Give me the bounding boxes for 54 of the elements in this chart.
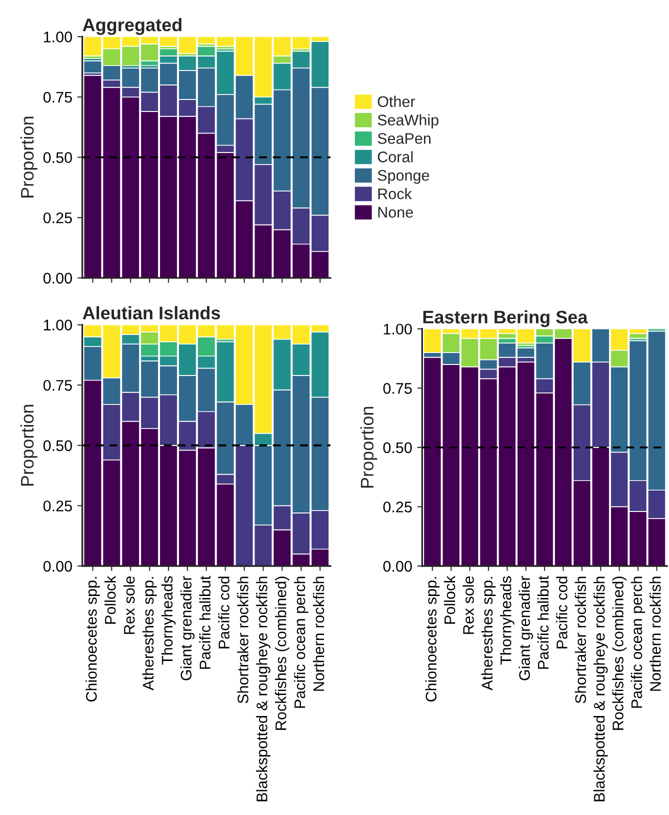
y-tick-label: 0.25 (43, 212, 72, 224)
x-tick-label: Atheresthes spp. (142, 577, 157, 690)
x-tick-label: Shortraker rockfish (574, 576, 586, 704)
y-tick-label: 0.75 (43, 92, 72, 103)
x-tick-label: Rockfishes (combined) (612, 576, 626, 730)
x-tick-label: Thornyheads (161, 576, 176, 665)
x-tick-label: Pacific halibut (537, 576, 549, 669)
x-tick-label: Pacific cod (556, 576, 568, 648)
x-tick-label: Pollock (444, 576, 456, 624)
chart-title: Aleutian Islands (82, 306, 220, 320)
legend-label: Coral (378, 151, 413, 162)
legend-label: Other (378, 96, 416, 108)
x-tick-label: Pollock (104, 576, 116, 624)
y-tick-label: 0.50 (383, 442, 412, 454)
y-axis-title: Proportion (20, 116, 38, 198)
y-tick-label: 0.50 (43, 440, 72, 452)
x-tick-label: Blackspotted & rougheye rockfish (256, 576, 270, 802)
legend-label: SeaWhip (378, 114, 438, 128)
x-tick-label: Giant grenadier (518, 576, 533, 680)
x-tick-label: Atheresthes spp. (481, 577, 496, 690)
x-tick-label: Rockfishes (combined) (275, 576, 290, 730)
x-tick-label: Pacific halibut (199, 576, 210, 669)
chart-title: Aggregated (82, 18, 182, 35)
y-tick-label: 0.00 (383, 560, 412, 572)
y-tick-label: 1.00 (44, 320, 72, 330)
legend-label: Rock (378, 188, 412, 200)
x-tick-label: Thornyheads (500, 576, 514, 665)
y-tick-label: 0.50 (43, 152, 72, 163)
y-tick-label: 0.75 (383, 383, 412, 394)
x-tick-label: Rex sole (123, 576, 135, 634)
x-tick-label: Giant grenadier (180, 576, 195, 680)
y-tick-label: 0.00 (43, 272, 72, 284)
x-tick-label: Rex sole (462, 576, 474, 634)
x-tick-label: Chionoecetes spp. (425, 577, 440, 702)
y-tick-label: 0.25 (383, 502, 412, 512)
y-tick-label: 0.25 (43, 500, 72, 512)
y-axis-title: Proportion (360, 406, 378, 488)
x-tick-label: Pacific ocean perch (294, 576, 308, 708)
x-tick-label: Pacific cod (218, 576, 230, 648)
y-axis-title: Proportion (20, 404, 38, 486)
x-tick-label: Chionoecetes spp. (86, 577, 100, 702)
x-tick-label: Blackspotted & rougheye rockfish (594, 576, 608, 802)
x-tick-label: Pacific ocean perch (630, 576, 646, 708)
x-tick-label: Shortraker rockfish (237, 576, 248, 704)
y-tick-label: 0.75 (43, 380, 72, 391)
y-tick-label: 1.00 (384, 324, 412, 335)
legend-label: None (378, 207, 413, 218)
y-tick-label: 1.00 (44, 32, 72, 42)
x-tick-label: Northern rockfish (312, 576, 324, 691)
x-tick-label: Northern rockfish (650, 576, 661, 691)
y-tick-label: 0.00 (43, 560, 72, 572)
legend-label: SeaPen (378, 133, 430, 144)
legend-label: Sponge (378, 170, 430, 184)
chart-title: Eastern Bering Sea (423, 310, 588, 328)
